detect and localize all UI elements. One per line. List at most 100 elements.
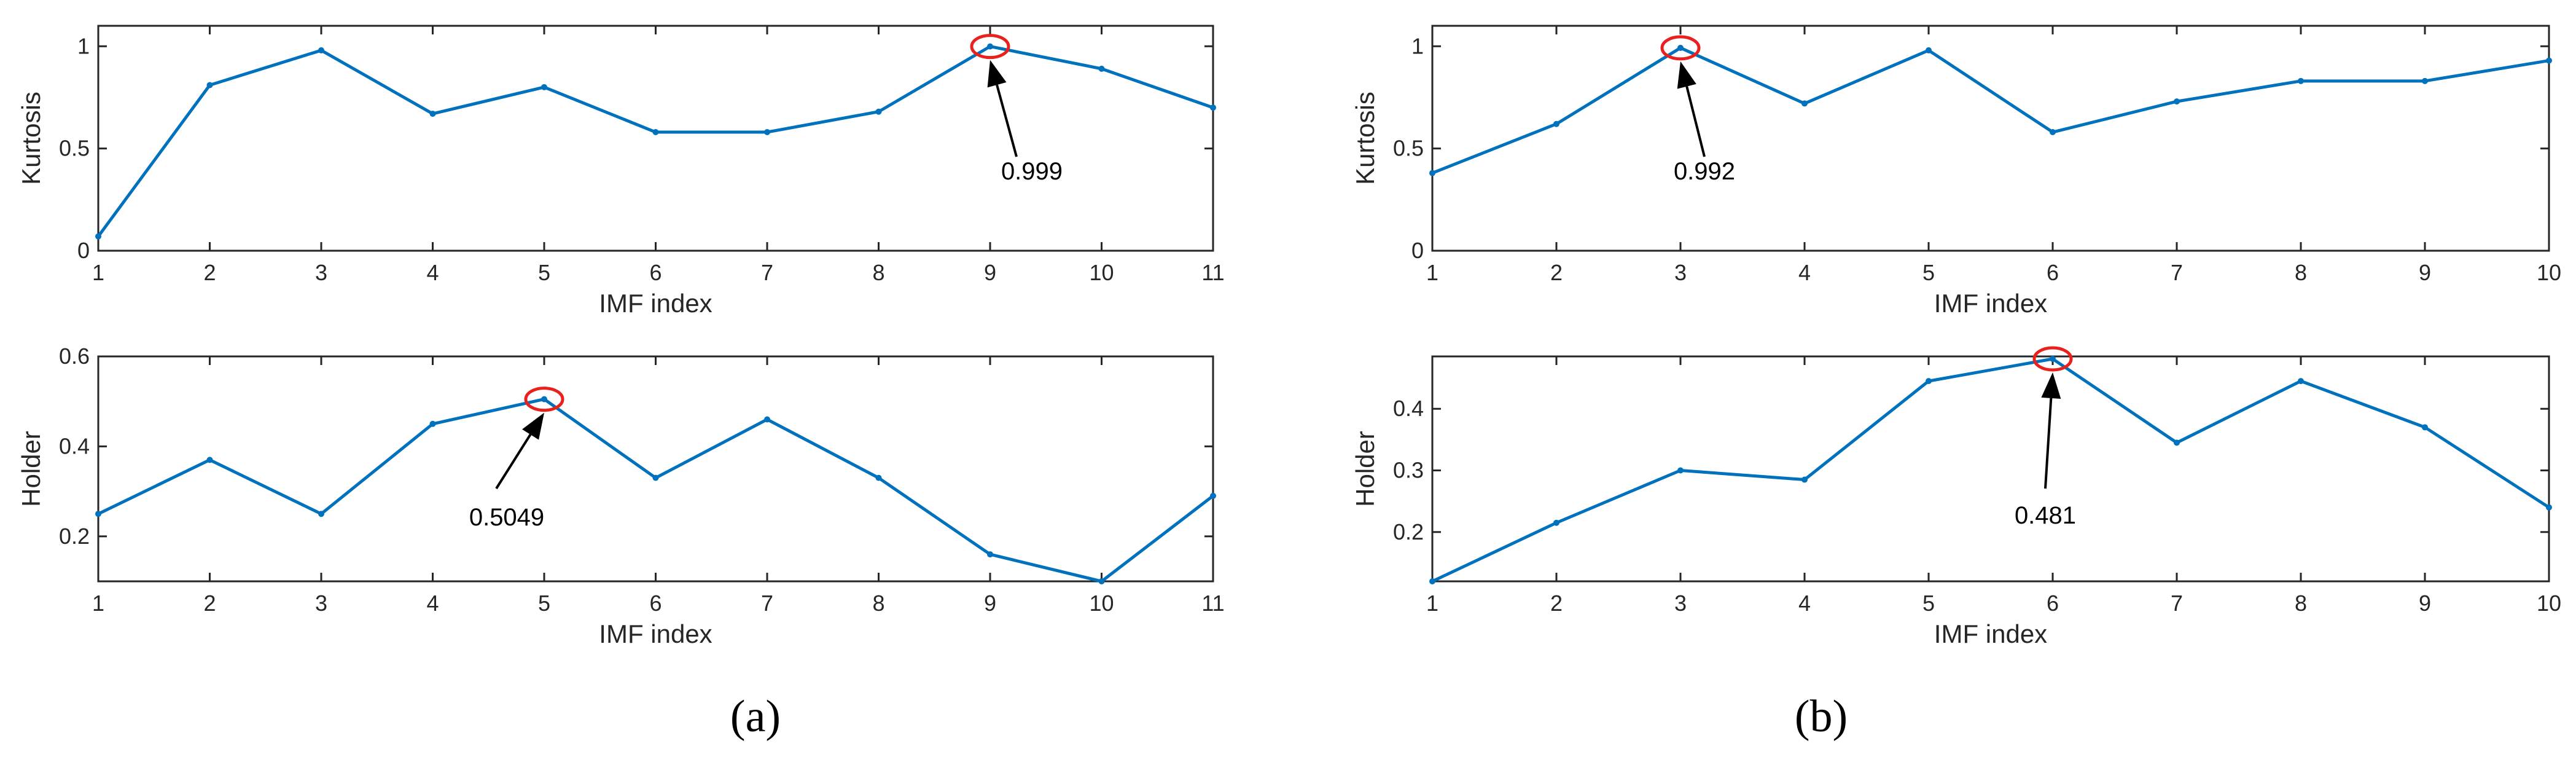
data-point [2174, 98, 2180, 105]
x-tick-label: 6 [2047, 591, 2059, 616]
annotation-label: 0.5049 [469, 504, 544, 531]
x-tick-label: 2 [203, 591, 216, 616]
x-tick-label: 8 [872, 260, 884, 285]
max-highlight-circle [524, 387, 564, 412]
x-tick-label: 4 [426, 591, 439, 616]
annotation-arrow-head [522, 412, 544, 440]
x-tick-label: 10 [2537, 591, 2561, 616]
panel-label-a: (a) [730, 691, 781, 742]
data-point [429, 111, 436, 117]
data-point [1926, 378, 1932, 385]
annotation-label: 0.992 [1674, 158, 1735, 185]
x-tick-label: 3 [1674, 260, 1687, 285]
x-tick-label: 2 [1550, 591, 1563, 616]
max-highlight-circle [970, 34, 1010, 60]
data-point [2298, 77, 2304, 84]
x-tick-label: 3 [315, 260, 327, 285]
x-tick-label: 4 [426, 260, 439, 285]
data-point [2050, 129, 2056, 136]
max-highlight-circle [2032, 346, 2073, 372]
data-point [1801, 476, 1808, 483]
x-axis-label: IMF index [599, 289, 712, 318]
chart-b-holder: 1 2 3 4 5 6 7 8 9 10 0.2 0.3 0.4 IMF index Holder 0.481 [1351, 346, 2561, 648]
x-tick-label: 5 [1922, 591, 1935, 616]
annotation-label: 0.481 [2015, 502, 2076, 529]
annotation-arrow-head [1677, 61, 1696, 89]
y-tick-label: 0.4 [59, 433, 90, 458]
data-point [1801, 100, 1808, 107]
data-point [95, 511, 101, 517]
data-point [875, 108, 882, 115]
x-axis-label: IMF index [599, 619, 712, 648]
data-point [652, 474, 659, 481]
series-line [1432, 46, 2550, 175]
annotation-arrow-shaft [1685, 86, 1706, 157]
data-point [541, 396, 547, 403]
annotation-arrow-head [2041, 372, 2061, 399]
x-axis-label: IMF index [1934, 619, 2047, 648]
annotation-label: 0.999 [1001, 158, 1063, 185]
data-point [1677, 467, 1684, 474]
axes-box [97, 25, 1214, 252]
x-tick-label: 1 [92, 260, 104, 285]
data-point [1553, 519, 1559, 526]
data-point [2422, 77, 2428, 84]
data-point [764, 129, 770, 136]
max-highlight-circle [1660, 35, 1701, 61]
annotation-arrow-shaft [996, 84, 1018, 157]
x-tick-label: 11 [1201, 591, 1224, 616]
data-point [987, 551, 993, 558]
y-tick-label: 0 [77, 238, 90, 263]
data-point [1210, 492, 1216, 499]
x-tick-label: 7 [2171, 260, 2183, 285]
data-point [1098, 65, 1105, 72]
data-point [764, 416, 770, 423]
y-tick-label: 1 [77, 33, 90, 58]
x-tick-label: 9 [984, 260, 996, 285]
x-tick-label: 3 [315, 591, 327, 616]
series-line [1431, 357, 2550, 583]
x-tick-label: 6 [649, 260, 662, 285]
data-point [1429, 578, 1435, 584]
data-point [2546, 504, 2552, 511]
x-tick-label: 2 [203, 260, 216, 285]
x-tick-label: 7 [761, 260, 773, 285]
y-tick-label: 0.2 [1393, 519, 1424, 544]
y-tick-label: 0.5 [1393, 136, 1424, 161]
x-tick-label: 5 [538, 591, 550, 616]
y-tick-label: 0.3 [1393, 458, 1424, 483]
data-point [95, 233, 101, 240]
data-point [1098, 578, 1105, 584]
x-tick-label: 8 [872, 591, 884, 616]
chart-b-kurtosis: 1 2 3 4 5 6 7 8 9 10 0 0.5 1 IMF index Kurtosis 0.992 [1351, 25, 2561, 318]
y-axis-label: Kurtosis [1351, 92, 1380, 185]
chart-a-kurtosis: 1 2 3 4 5 6 7 8 9 10 11 0 0.5 1 IMF index Kurtosis 0.999 [17, 25, 1225, 318]
x-tick-label: 3 [1674, 591, 1687, 616]
x-tick-label: 10 [2537, 260, 2561, 285]
x-tick-label: 1 [1426, 260, 1438, 285]
x-tick-label: 4 [1798, 591, 1811, 616]
y-tick-label: 1 [1411, 33, 1424, 58]
data-point [318, 511, 324, 517]
y-axis-label: Kurtosis [17, 92, 45, 185]
data-point [2298, 378, 2304, 385]
annotation-arrow-shaft [2044, 398, 2053, 489]
y-tick-label: 0.6 [59, 344, 90, 369]
x-tick-label: 8 [2295, 260, 2307, 285]
chart-a-holder: 1 2 3 4 5 6 7 8 9 10 11 0.2 0.4 0.6 IMF index Holder 0.5… [17, 344, 1225, 648]
x-tick-label: 5 [1922, 260, 1935, 285]
data-point [1553, 120, 1559, 127]
data-point [1210, 104, 1216, 111]
x-tick-label: 6 [649, 591, 662, 616]
y-tick-label: 0 [1411, 238, 1424, 263]
data-point [2546, 57, 2552, 64]
annotation-arrow-shaft [495, 434, 532, 490]
y-tick-label: 0.5 [59, 136, 90, 161]
data-point [1429, 170, 1435, 176]
panel-label-b: (b) [1795, 691, 1848, 742]
data-point [541, 84, 547, 90]
data-point [987, 43, 993, 50]
x-tick-label: 9 [2419, 260, 2431, 285]
